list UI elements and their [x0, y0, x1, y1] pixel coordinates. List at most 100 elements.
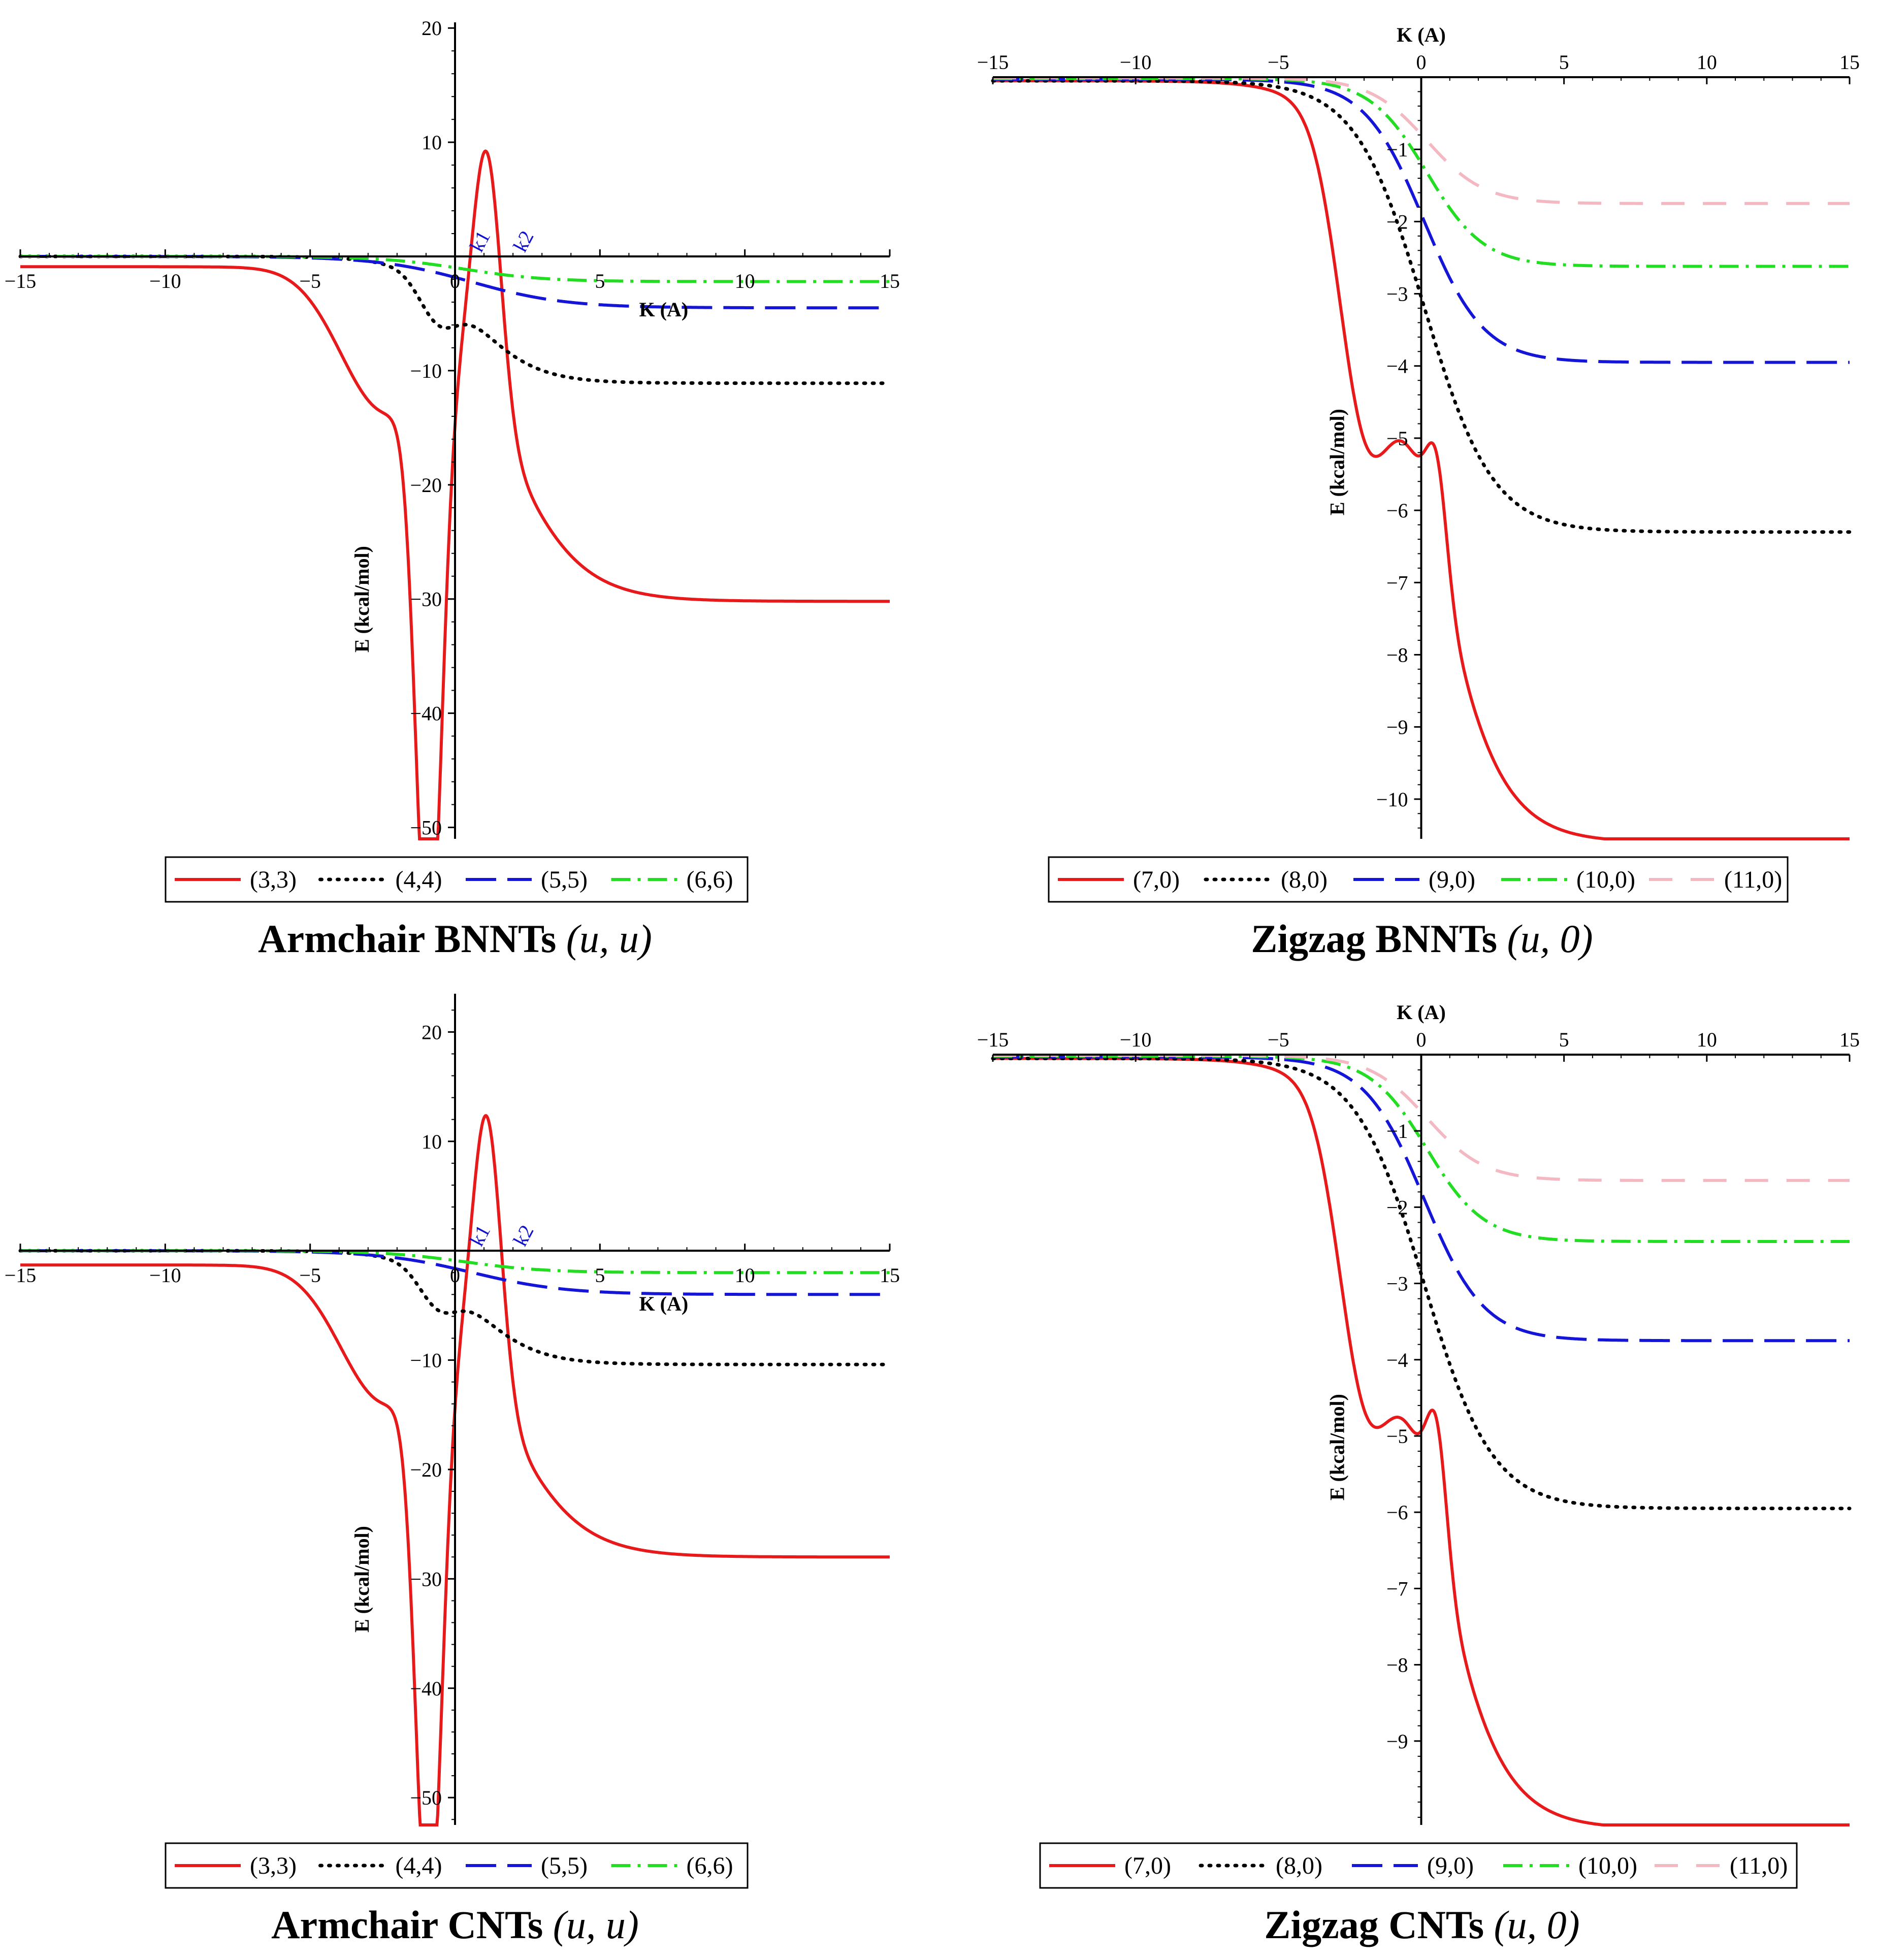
y-tick-label: −3: [1386, 283, 1408, 306]
x-tick-label: 5: [595, 1264, 605, 1287]
x-tick-label: 0: [450, 1264, 460, 1287]
y-tick-label: −6: [1386, 1501, 1408, 1524]
x-tick-label: 0: [450, 270, 460, 292]
panel-title: Armchair CNTs (u, u): [271, 1903, 639, 1947]
y-tick-label: −2: [1386, 210, 1408, 233]
chart-panel-4: −15 −10 −5 0 5 10 15 −1 −2 −3 −4 −5 −6 −7 −8 −9 K (A) E (…: [977, 1001, 1860, 1947]
y-tick-label: −2: [1386, 1196, 1408, 1219]
panel-title-args: (u, u): [566, 917, 652, 961]
x-tick-label: 10: [735, 1264, 755, 1287]
panel-title-text: Zigzag BNNTs: [1251, 917, 1507, 961]
y-tick-label: −20: [410, 1458, 442, 1481]
legend-entry: (6,6): [687, 1852, 733, 1879]
x-tick-label: 10: [735, 270, 755, 292]
legend-entry: (10,0): [1576, 866, 1635, 893]
panel-title: Zigzag CNTs (u, 0): [1264, 1903, 1579, 1947]
y-tick-label: −8: [1386, 643, 1408, 666]
legend-entry: (4,4): [396, 866, 442, 893]
x-tick-label: −10: [149, 1264, 181, 1287]
y-tick-label: −50: [410, 1786, 442, 1809]
legend-entry: (6,6): [687, 866, 733, 893]
x-tick-label: −5: [1268, 51, 1289, 74]
chart-panel-2: −15 −10 −5 0 5 10 15 −1 −2 −3 −4 −5 −6 −7 −8 −9 −10 K (A)…: [977, 23, 1860, 961]
legend-entry: (5,5): [541, 1852, 588, 1879]
x-tick-label: −15: [5, 270, 37, 292]
x-tick-label: 10: [1697, 1028, 1717, 1051]
legend-entry: (11,0): [1724, 866, 1782, 893]
panel-title-text: Armchair BNNTs: [258, 917, 566, 961]
x-axis-label: K (A): [639, 298, 689, 321]
y-tick-label: −3: [1386, 1272, 1408, 1295]
x-tick-label: −5: [1268, 1028, 1289, 1051]
y-axis-label: E (kcal/mol): [1326, 1394, 1349, 1500]
legend-entry: (4,4): [396, 1852, 442, 1879]
y-tick-label: −10: [410, 1349, 442, 1372]
panel-title-args: (u, u): [553, 1903, 639, 1947]
x-tick-label: 15: [1839, 51, 1860, 74]
x-tick-label: −10: [1120, 51, 1152, 74]
y-tick-label: −4: [1386, 1349, 1408, 1371]
x-tick-label: 15: [880, 1264, 900, 1287]
y-axis-label: E (kcal/mol): [350, 546, 373, 652]
panel-title: Armchair BNNTs (u, u): [258, 917, 652, 961]
x-tick-label: 10: [1697, 51, 1717, 74]
x-axis-label: K (A): [639, 1292, 689, 1315]
y-tick-label: −9: [1386, 716, 1408, 739]
x-tick-label: −5: [299, 1264, 321, 1287]
y-tick-label: −5: [1386, 1425, 1408, 1448]
x-tick-label: 0: [1416, 51, 1427, 74]
y-tick-label: −50: [410, 816, 442, 839]
panel-title: Zigzag BNNTs (u, 0): [1251, 917, 1593, 961]
legend-entry: (10,0): [1578, 1852, 1637, 1879]
x-axis-label: K (A): [1397, 23, 1446, 46]
legend-entry: (8,0): [1276, 1852, 1322, 1879]
y-tick-label: −6: [1386, 499, 1408, 522]
y-tick-label: 20: [422, 1021, 442, 1043]
y-tick-label: −30: [410, 1567, 442, 1590]
x-tick-label: 5: [595, 270, 605, 292]
x-tick-label: −15: [977, 1028, 1009, 1051]
y-tick-label: 20: [422, 17, 442, 40]
x-tick-label: 15: [1839, 1028, 1860, 1051]
y-tick-label: −30: [410, 588, 442, 611]
legend-entry: (11,0): [1730, 1852, 1788, 1879]
panel-title-text: Zigzag CNTs: [1264, 1903, 1494, 1947]
legend-entry: (5,5): [541, 866, 588, 893]
y-axis-label: E (kcal/mol): [1326, 409, 1349, 515]
x-tick-label: 15: [880, 270, 900, 292]
y-tick-label: −8: [1386, 1654, 1408, 1677]
y-tick-label: −10: [410, 360, 442, 382]
annotation-k2: k2: [508, 1221, 538, 1250]
panel-title-text: Armchair CNTs: [271, 1903, 553, 1947]
x-tick-label: 0: [1416, 1028, 1427, 1051]
y-tick-label: 10: [422, 131, 442, 154]
y-tick-label: −40: [410, 702, 442, 725]
x-tick-label: −5: [299, 270, 321, 292]
legend-entry: (3,3): [250, 1852, 297, 1879]
y-tick-label: −1: [1386, 138, 1408, 161]
y-tick-label: −40: [410, 1677, 442, 1700]
x-tick-label: −15: [5, 1264, 37, 1287]
x-tick-label: −10: [1120, 1028, 1152, 1051]
y-tick-label: −9: [1386, 1730, 1408, 1753]
panel-title-args: (u, 0): [1494, 1903, 1580, 1947]
y-tick-label: −10: [1376, 788, 1408, 811]
x-tick-label: 5: [1559, 51, 1569, 74]
x-axis-label: K (A): [1397, 1001, 1446, 1024]
x-tick-label: −15: [977, 51, 1009, 74]
legend-entry: (3,3): [250, 866, 297, 893]
y-tick-label: −7: [1386, 571, 1408, 594]
x-tick-label: −10: [149, 270, 181, 292]
y-tick-label: −20: [410, 474, 442, 497]
y-tick-label: 10: [422, 1130, 442, 1153]
panel-title-args: (u, 0): [1507, 917, 1593, 961]
legend-entry: (9,0): [1429, 866, 1475, 893]
legend-entry: (9,0): [1427, 1852, 1474, 1879]
x-tick-label: 5: [1559, 1028, 1569, 1051]
legend-entry: (7,0): [1133, 866, 1180, 893]
y-tick-label: −4: [1386, 355, 1408, 378]
y-tick-label: −5: [1386, 427, 1408, 450]
